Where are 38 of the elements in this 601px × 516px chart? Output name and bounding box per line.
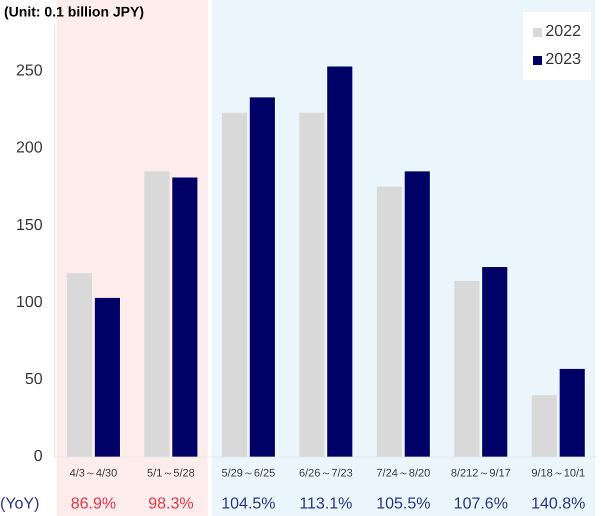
y-tick-label: 150 — [16, 216, 43, 234]
text: 140.8% — [531, 495, 586, 512]
bar — [299, 112, 324, 457]
x-tick-label: 4/3～4/30 — [70, 467, 118, 480]
y-tick-label: 250 — [16, 62, 43, 80]
bar — [404, 171, 430, 457]
bar — [144, 171, 170, 457]
legend-label: 2022 — [545, 22, 581, 42]
y-tick-label: 50 — [24, 371, 43, 388]
bar — [94, 298, 120, 457]
text: 86.9% — [70, 495, 116, 512]
bar — [172, 178, 198, 457]
text: 104.5% — [221, 495, 276, 512]
bar — [560, 368, 585, 457]
text: 113.1% — [299, 495, 352, 512]
bar — [222, 112, 247, 457]
y-axis-title: (Unit: 0.1 billion JPY) — [4, 3, 144, 20]
y-tick-label: 100 — [16, 294, 43, 311]
legend-label: 2023 — [545, 50, 581, 70]
x-tick-label: 7/24～8/20 — [376, 467, 430, 480]
x-tick-label: 6/26～7/23 — [298, 467, 353, 480]
text: 98.3% — [148, 495, 194, 512]
bar — [327, 66, 352, 457]
y-tick-label: 200 — [16, 140, 43, 157]
text: (YoY) — [0, 495, 40, 512]
x-tick-label: 5/29～6/25 — [221, 467, 276, 480]
x-tick-label: 8/212～9/17 — [450, 467, 511, 480]
x-tick-label: 5/1～5/28 — [147, 467, 195, 480]
bar — [532, 395, 557, 457]
bar — [66, 273, 92, 457]
y-tick-label: 0 — [34, 448, 43, 466]
bar — [482, 267, 508, 457]
text: 105.5% — [376, 495, 430, 512]
bar — [454, 280, 480, 457]
bar — [250, 97, 275, 457]
bar — [376, 186, 402, 457]
x-tick-label: 9/18～10/1 — [531, 467, 586, 480]
text: 107.6% — [454, 495, 508, 512]
